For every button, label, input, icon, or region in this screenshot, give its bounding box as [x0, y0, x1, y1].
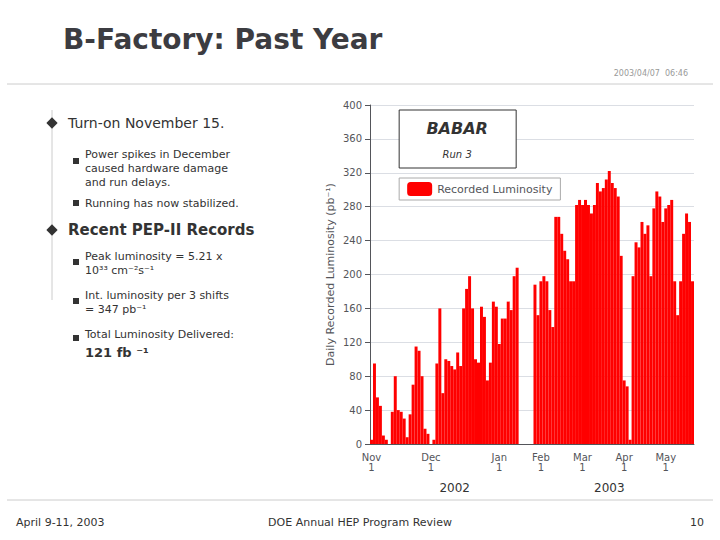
svg-text:240: 240 [343, 235, 362, 246]
svg-text:120: 120 [343, 337, 362, 348]
svg-text:40: 40 [349, 405, 362, 416]
svg-text:Run 3: Run 3 [443, 149, 472, 160]
svg-text:April 9-11, 2003: April 9-11, 2003 [16, 516, 105, 529]
svg-text:1: 1 [621, 462, 627, 473]
svg-text:121 fb ⁻¹: 121 fb ⁻¹ [85, 345, 149, 360]
svg-text:2003: 2003 [594, 481, 625, 495]
svg-text:200: 200 [343, 269, 362, 280]
svg-text:Apr: Apr [615, 451, 633, 463]
svg-text:0: 0 [356, 439, 362, 450]
svg-text:Feb: Feb [532, 451, 550, 463]
svg-text:1: 1 [428, 462, 434, 473]
svg-text:and run delays.: and run delays. [85, 176, 170, 189]
svg-text:1: 1 [496, 462, 502, 473]
svg-text:80: 80 [349, 371, 362, 382]
svg-text:May: May [655, 451, 677, 463]
svg-text:Peak luminosity = 5.21 x: Peak luminosity = 5.21 x [85, 250, 223, 263]
svg-text:10: 10 [690, 516, 704, 529]
svg-text:280: 280 [343, 201, 362, 212]
svg-text:Running has now stabilized.: Running has now stabilized. [85, 197, 239, 210]
svg-text:Daily Recorded Luminosity (pb⁻: Daily Recorded Luminosity (pb⁻¹) [324, 183, 337, 366]
svg-text:BABAR: BABAR [426, 119, 487, 138]
svg-text:Recent PEP-II Records: Recent PEP-II Records [68, 221, 254, 239]
svg-text:= 347 pb⁻¹: = 347 pb⁻¹ [85, 303, 146, 316]
svg-text:Recorded Luminosity: Recorded Luminosity [437, 183, 553, 196]
svg-text:1: 1 [538, 462, 544, 473]
svg-text:Dec: Dec [421, 451, 441, 463]
svg-text:Turn-on November 15.: Turn-on November 15. [67, 115, 224, 131]
svg-text:DOE Annual HEP Program Review: DOE Annual HEP Program Review [268, 516, 452, 529]
svg-text:caused hardware damage: caused hardware damage [85, 162, 228, 175]
svg-text:Mar: Mar [573, 451, 592, 463]
svg-text:160: 160 [343, 303, 362, 314]
svg-text:320: 320 [343, 167, 362, 178]
svg-text:2003/04/07 06:46: 2003/04/07 06:46 [614, 69, 688, 78]
svg-text:1: 1 [368, 462, 374, 473]
svg-text:Power spikes in December: Power spikes in December [85, 148, 231, 161]
svg-text:Total Luminosity Delivered:: Total Luminosity Delivered: [84, 328, 234, 341]
svg-text:1: 1 [663, 462, 669, 473]
svg-text:2002: 2002 [439, 481, 470, 495]
svg-text:Jan: Jan [491, 451, 507, 463]
svg-text:Int. luminosity per 3 shifts: Int. luminosity per 3 shifts [85, 289, 229, 302]
svg-text:B-Factory: Past Year: B-Factory: Past Year [63, 23, 383, 56]
svg-text:400: 400 [343, 100, 362, 111]
svg-text:1: 1 [579, 462, 585, 473]
svg-text:10³³ cm⁻²s⁻¹: 10³³ cm⁻²s⁻¹ [85, 264, 154, 277]
svg-text:360: 360 [343, 133, 362, 144]
svg-text:Nov: Nov [361, 451, 382, 463]
